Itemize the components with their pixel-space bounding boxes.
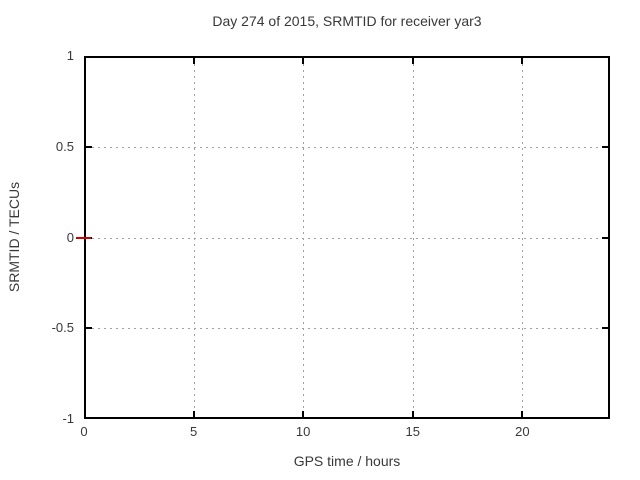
y-tick-label: -0.5 (51, 320, 74, 336)
y-tick-left (86, 327, 92, 330)
x-tick-top (521, 58, 524, 64)
grid-line-horizontal (86, 237, 608, 239)
data-point-marker (76, 236, 91, 239)
x-tick-top (302, 58, 305, 64)
y-tick-label: 1 (66, 48, 74, 63)
y-tick-right (602, 327, 608, 330)
x-tick-label: 0 (80, 424, 88, 439)
x-tick-label: 5 (189, 424, 198, 439)
x-tick-bottom (411, 411, 414, 417)
y-tick-label: -1 (62, 411, 74, 426)
x-tick-top (192, 58, 195, 64)
grid-line-horizontal (86, 146, 608, 148)
y-tick-right (602, 145, 608, 148)
x-tick-bottom (302, 411, 305, 417)
chart-title: Day 274 of 2015, SRMTID for receiver yar… (212, 13, 482, 29)
grid-line-horizontal (86, 328, 608, 330)
x-tick-label: 20 (515, 424, 530, 439)
y-tick-label: 0.5 (55, 138, 74, 154)
y-tick-label: 0 (66, 229, 74, 245)
y-tick-right (602, 236, 608, 239)
x-tick-label: 10 (295, 424, 311, 439)
x-tick-bottom (192, 411, 195, 417)
y-tick-left (86, 145, 92, 148)
x-tick-top (411, 58, 414, 64)
x-tick-label: 15 (405, 424, 420, 439)
x-tick-bottom (521, 411, 524, 417)
x-axis-label: GPS time / hours (293, 453, 401, 469)
